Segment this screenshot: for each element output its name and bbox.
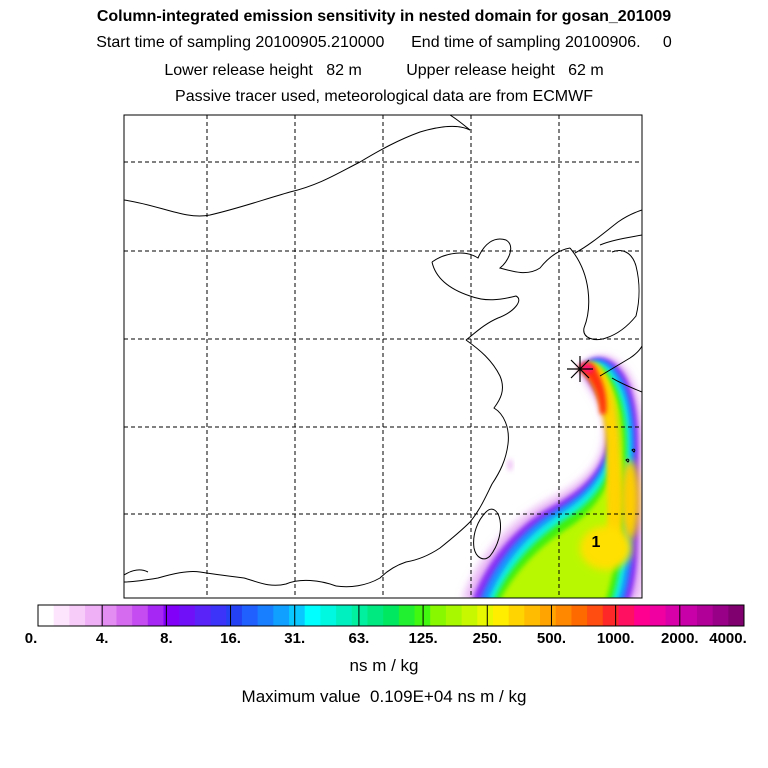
colorbar-tick-label: 250. (472, 630, 502, 647)
colorbar-swatch (696, 605, 714, 626)
coastline-vietnam (124, 569, 149, 576)
coastline-korea (569, 247, 640, 341)
colorbar-swatch (728, 605, 745, 626)
colorbar-tick-label: 4000. (709, 630, 747, 647)
subtitle-tracer-info: Passive tracer used, meteorological data… (175, 88, 593, 105)
colorbar-swatch (634, 605, 651, 626)
coastline-south-china (124, 571, 337, 587)
colorbar-swatch (477, 605, 494, 626)
colorbar-tick-label: 16. (220, 630, 241, 647)
colorbar-units: ns m / kg (349, 656, 419, 675)
colorbar-swatch (445, 605, 463, 626)
colorbar-swatch (602, 605, 619, 626)
plume-layer (462, 355, 642, 598)
coastline-bohai (431, 238, 571, 274)
colorbar-swatch (492, 605, 510, 626)
colorbar-swatch (53, 605, 70, 626)
colorbar-swatch (85, 605, 102, 626)
maximum-location-label: 1 (592, 534, 601, 551)
colorbar-swatch (351, 605, 368, 626)
colorbar-swatch (383, 605, 400, 626)
colorbar-swatch (226, 605, 243, 626)
colorbar-frame (37, 604, 745, 627)
colorbar-swatch (38, 605, 55, 626)
colorbar-tick-label: 8. (160, 630, 173, 647)
colorbar-swatch (681, 605, 698, 626)
colorbar-swatch (210, 605, 227, 626)
colorbar-swatch (163, 605, 180, 626)
coastline-northeast (574, 209, 642, 254)
colorbar-tick-label: 500. (536, 630, 567, 647)
colorbar-swatch (320, 605, 337, 626)
colorbar-swatch (132, 605, 149, 626)
coastline-northern-border (124, 125, 471, 217)
colorbar-tick-label: 2000. (661, 630, 699, 647)
colorbar-swatch (336, 605, 353, 626)
plume-core-hot (578, 363, 607, 414)
coastlines (124, 115, 642, 588)
colorbar-tick-label: 125. (408, 630, 438, 647)
colorbar-swatch (508, 605, 525, 626)
colorbar-tick-label: 4. (95, 630, 109, 647)
coastline-taiwan (473, 508, 501, 560)
coastline-northeast-2 (599, 234, 642, 246)
colorbar-swatch (147, 605, 165, 626)
colorbar-swatch (618, 605, 635, 626)
colorbar-tick-label: 0. (24, 630, 38, 647)
colorbar-swatch (241, 605, 259, 626)
coastline-shandong (431, 261, 520, 341)
coastline-border-top (449, 115, 471, 131)
colorbar-swatch (555, 605, 572, 626)
chart-title: Column-integrated emission sensitivity i… (96, 8, 672, 25)
colorbar-swatch (257, 605, 274, 626)
colorbar-swatch (461, 605, 478, 626)
plume-core (580, 361, 622, 560)
colorbar-swatch (100, 605, 117, 626)
colorbar-swatch (524, 605, 541, 626)
colorbar-swatch (712, 605, 729, 626)
map-frame (123, 114, 643, 599)
plume-blob-yellow (580, 526, 632, 570)
coastline-east-china (335, 339, 509, 588)
coastline-japan (599, 345, 642, 377)
subtitle-sampling-time: Start time of sampling 20100905.210000 E… (96, 34, 672, 51)
subtitle-release-height: Lower release height 82 m Upper release … (164, 62, 604, 79)
colorbar-tick-label: 31. (284, 630, 306, 647)
colorbar-swatch (540, 605, 557, 626)
colorbar-swatch (273, 605, 290, 626)
maximum-value-text: Maximum value 0.109E+04 ns m / kg (241, 687, 527, 706)
colorbar-swatch (430, 605, 447, 626)
colorbar-swatch (398, 605, 416, 626)
colorbar-tick-label: 1000. (596, 630, 635, 647)
plume-blob-yellow-2 (620, 460, 640, 540)
colorbar-swatch (587, 605, 604, 626)
coastline-ryukyu (625, 448, 636, 463)
coastline-japan-2 (611, 377, 642, 393)
colorbar-swatch (289, 605, 306, 626)
grid-lines (124, 115, 642, 598)
colorbar-swatch (194, 605, 212, 626)
colorbar-swatch (116, 605, 133, 626)
colorbar-swatch (69, 605, 86, 626)
colorbar-tick-label: 63. (348, 630, 370, 647)
colorbar-swatch (571, 605, 588, 626)
colorbar-swatch (665, 605, 682, 626)
colorbar-swatch (304, 605, 321, 626)
colorbar-swatch (367, 605, 384, 626)
colorbar-swatch (179, 605, 196, 626)
receptor-star-icon (567, 356, 593, 382)
colorbar (37, 604, 745, 627)
colorbar-swatch (649, 605, 667, 626)
plume-speck (507, 459, 513, 471)
